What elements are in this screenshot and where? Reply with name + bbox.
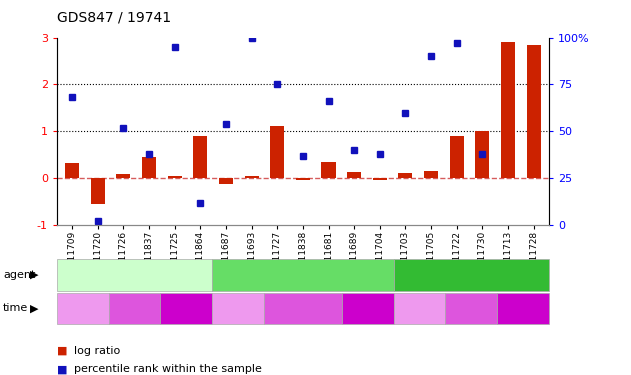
Bar — [501, 42, 515, 178]
Text: 0.3 mM 5-fluorouracil: 0.3 mM 5-fluorouracil — [411, 270, 531, 280]
Text: agent: agent — [3, 270, 35, 280]
Bar — [193, 136, 208, 178]
Text: 0.9 uM doxorubicin: 0.9 uM doxorubicin — [250, 270, 356, 280]
Text: 36 h: 36 h — [355, 303, 380, 313]
Bar — [65, 163, 80, 178]
Bar — [296, 178, 310, 180]
Text: percentile rank within the sample: percentile rank within the sample — [74, 364, 262, 374]
Text: log ratio: log ratio — [74, 346, 121, 355]
Bar — [526, 45, 541, 178]
Text: 24 h: 24 h — [290, 303, 316, 313]
Bar — [475, 131, 490, 178]
Bar — [245, 176, 259, 178]
Text: 24 h: 24 h — [122, 303, 147, 313]
Bar — [116, 174, 131, 178]
Text: 12 h: 12 h — [407, 303, 432, 313]
Text: time: time — [3, 303, 28, 313]
Bar — [270, 126, 285, 178]
Text: 12 h: 12 h — [70, 303, 95, 313]
Bar — [91, 178, 105, 204]
Text: ▶: ▶ — [30, 303, 38, 313]
Text: untreated: untreated — [107, 270, 162, 280]
Bar — [168, 176, 182, 178]
Text: 12 h: 12 h — [226, 303, 251, 313]
Text: ▶: ▶ — [30, 270, 38, 280]
Text: GDS847 / 19741: GDS847 / 19741 — [57, 10, 171, 24]
Text: 36 h: 36 h — [174, 303, 199, 313]
Bar — [142, 157, 156, 178]
Bar — [373, 178, 387, 180]
Text: 24 h: 24 h — [459, 303, 484, 313]
Bar — [347, 172, 361, 178]
Bar — [424, 171, 438, 178]
Bar — [450, 136, 464, 178]
Bar — [219, 178, 233, 184]
Bar — [398, 172, 413, 178]
Text: ■: ■ — [57, 346, 68, 355]
Bar — [321, 162, 336, 178]
Text: 36 h: 36 h — [510, 303, 535, 313]
Text: ■: ■ — [57, 364, 68, 374]
